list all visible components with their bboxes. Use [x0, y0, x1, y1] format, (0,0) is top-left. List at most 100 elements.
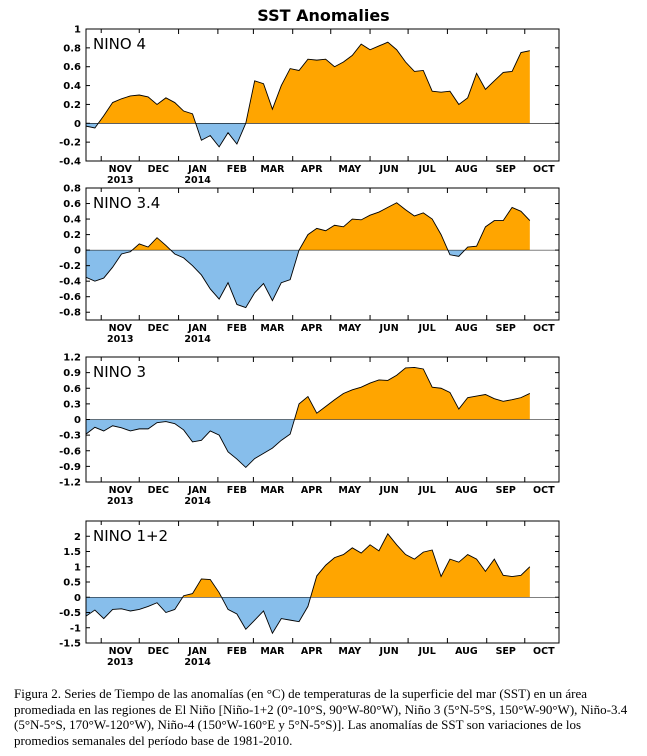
chart-title: SST Anomalies: [257, 6, 389, 25]
positive-anomaly-area: [132, 202, 530, 251]
y-tick-label: 0.6: [63, 384, 81, 395]
x-tick-label: MAR: [260, 646, 285, 657]
plot-area: [86, 366, 559, 469]
y-tick-label: -0.6: [59, 446, 81, 457]
x-tick-label: JUL: [417, 323, 435, 334]
x-tick-label: OCT: [533, 164, 555, 175]
x-tick-label: NOV: [109, 323, 133, 334]
y-tick-label: 0.8: [63, 184, 81, 195]
x-tick-label: NOV: [109, 646, 133, 657]
anomaly-line: [86, 532, 531, 635]
x-tick-label: FEB: [227, 485, 247, 496]
positive-anomaly-area: [86, 533, 530, 598]
y-tick-label: -0.4: [59, 277, 81, 288]
x-tick-label: JUN: [378, 164, 398, 175]
plot-area: [86, 202, 559, 309]
plot-area: [86, 41, 559, 148]
y-tick-label: 1.2: [63, 353, 81, 364]
x-tick-label: MAR: [260, 485, 285, 496]
x-tick-label: OCT: [533, 646, 555, 657]
panel-label-bg: [91, 192, 169, 212]
panel-label-bg: [91, 525, 169, 545]
x-tick-label: JAN: [187, 485, 207, 496]
panel-label-bg: [91, 361, 151, 381]
x-tick-label: MAR: [260, 323, 285, 334]
x-tick-label: NOV: [109, 164, 133, 175]
x-year-label: 2013: [107, 334, 133, 345]
y-tick-label: -0.5: [59, 608, 81, 619]
negative-anomaly-area: [86, 250, 530, 308]
x-tick-label: MAY: [338, 164, 361, 175]
x-year-label: 2013: [107, 657, 133, 668]
x-tick-label: DEC: [148, 646, 169, 657]
y-tick-label: 1: [74, 25, 81, 36]
x-year-label: 2014: [184, 175, 211, 186]
x-tick-label: MAY: [338, 646, 361, 657]
y-tick-label: 0.9: [63, 368, 81, 379]
y-tick-label: 1: [74, 562, 81, 573]
x-tick-label: JUN: [378, 323, 398, 334]
x-tick-label: AUG: [455, 485, 478, 496]
x-tick-label: MAY: [338, 323, 361, 334]
x-year-label: 2013: [107, 496, 133, 507]
x-tick-label: JUL: [417, 646, 435, 657]
y-tick-label: 0: [74, 119, 81, 130]
negative-anomaly-area: [86, 419, 530, 468]
y-tick-label: 0.3: [63, 399, 81, 410]
x-year-label: 2014: [184, 496, 211, 507]
sst-anomalies-figure: SST Anomalies 10.80.60.40.20-0.2-0.4NOV2…: [59, 6, 560, 668]
x-tick-label: SEP: [496, 646, 516, 657]
anomaly-line: [86, 366, 531, 469]
x-tick-label: JUN: [378, 646, 398, 657]
y-tick-label: 0.6: [63, 199, 81, 210]
panel-label: NINO 1+2: [93, 527, 168, 545]
y-tick-label: 0.4: [63, 215, 81, 226]
y-tick-label: 0: [74, 593, 81, 604]
y-tick-label: 0.2: [63, 100, 81, 111]
x-tick-label: OCT: [533, 323, 555, 334]
y-tick-label: -0.9: [59, 462, 81, 473]
x-tick-label: JUN: [378, 485, 398, 496]
x-tick-label: JAN: [187, 164, 207, 175]
y-tick-label: 0.5: [63, 578, 81, 589]
y-tick-label: 0.6: [63, 62, 81, 73]
x-year-label: 2014: [184, 334, 211, 345]
negative-anomaly-area: [86, 597, 530, 634]
y-tick-label: -0.2: [59, 261, 81, 272]
x-year-label: 2014: [184, 657, 211, 668]
plot-area: [86, 532, 559, 635]
x-tick-label: DEC: [148, 164, 169, 175]
x-tick-label: DEC: [148, 485, 169, 496]
y-tick-label: 0: [74, 415, 81, 426]
x-tick-label: APR: [301, 323, 323, 334]
x-tick-label: MAR: [260, 164, 285, 175]
x-tick-label: SEP: [496, 164, 516, 175]
panel-frame: [85, 28, 560, 162]
x-year-label: 2013: [107, 175, 133, 186]
x-tick-label: AUG: [455, 323, 478, 334]
x-tick-label: NOV: [109, 485, 133, 496]
y-tick-label: -0.2: [59, 138, 81, 149]
x-tick-label: APR: [301, 164, 323, 175]
x-tick-label: FEB: [227, 323, 247, 334]
x-tick-label: SEP: [496, 485, 516, 496]
y-tick-label: -1: [70, 623, 81, 634]
x-tick-label: AUG: [455, 164, 478, 175]
x-tick-label: MAY: [338, 485, 361, 496]
panel-label-bg: [91, 33, 151, 53]
y-tick-label: -0.8: [59, 308, 81, 319]
x-tick-label: APR: [301, 485, 323, 496]
y-tick-label: 0.4: [63, 81, 81, 92]
y-tick-label: 2: [74, 532, 81, 543]
x-tick-label: DEC: [148, 323, 169, 334]
figure-caption: Figura 2. Series de Tiempo de las anomal…: [14, 686, 628, 748]
y-tick-label: -1.2: [59, 478, 81, 489]
y-tick-label: -0.4: [59, 157, 81, 168]
anomaly-line: [86, 41, 530, 148]
x-tick-label: FEB: [227, 646, 247, 657]
y-tick-label: -0.6: [59, 292, 81, 303]
panel-label: NINO 3: [93, 363, 146, 381]
